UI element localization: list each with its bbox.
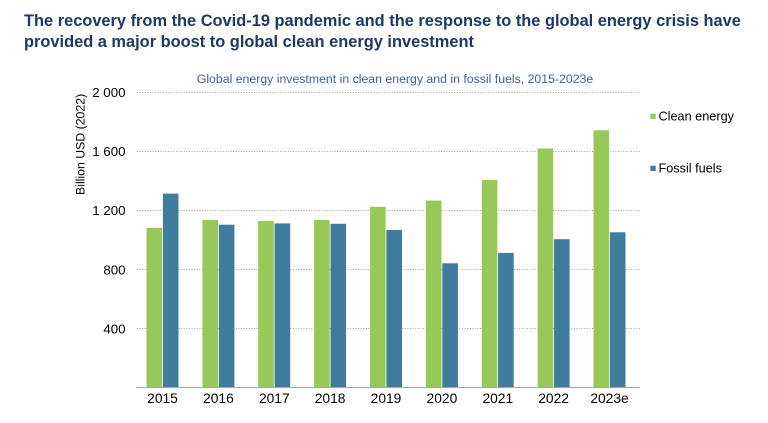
svg-text:1 600: 1 600 — [92, 144, 125, 159]
svg-text:2018: 2018 — [315, 391, 346, 406]
svg-text:2022: 2022 — [538, 391, 569, 406]
svg-text:400: 400 — [103, 321, 125, 336]
svg-text:Fossil fuels: Fossil fuels — [659, 162, 722, 176]
svg-text:2016: 2016 — [203, 391, 234, 406]
svg-text:Global energy investment in cl: Global energy investment in clean energy… — [197, 72, 594, 86]
svg-text:2 000: 2 000 — [92, 85, 125, 100]
svg-text:2019: 2019 — [371, 391, 402, 406]
svg-text:1 200: 1 200 — [92, 203, 125, 218]
svg-text:2021: 2021 — [482, 391, 513, 406]
svg-text:Billion USD (2022): Billion USD (2022) — [74, 94, 88, 195]
svg-text:2017: 2017 — [259, 391, 290, 406]
svg-text:800: 800 — [103, 262, 125, 277]
svg-text:Clean energy: Clean energy — [659, 110, 735, 124]
svg-text:2023e: 2023e — [590, 391, 629, 406]
svg-text:2020: 2020 — [427, 391, 458, 406]
svg-text:2015: 2015 — [147, 391, 178, 406]
